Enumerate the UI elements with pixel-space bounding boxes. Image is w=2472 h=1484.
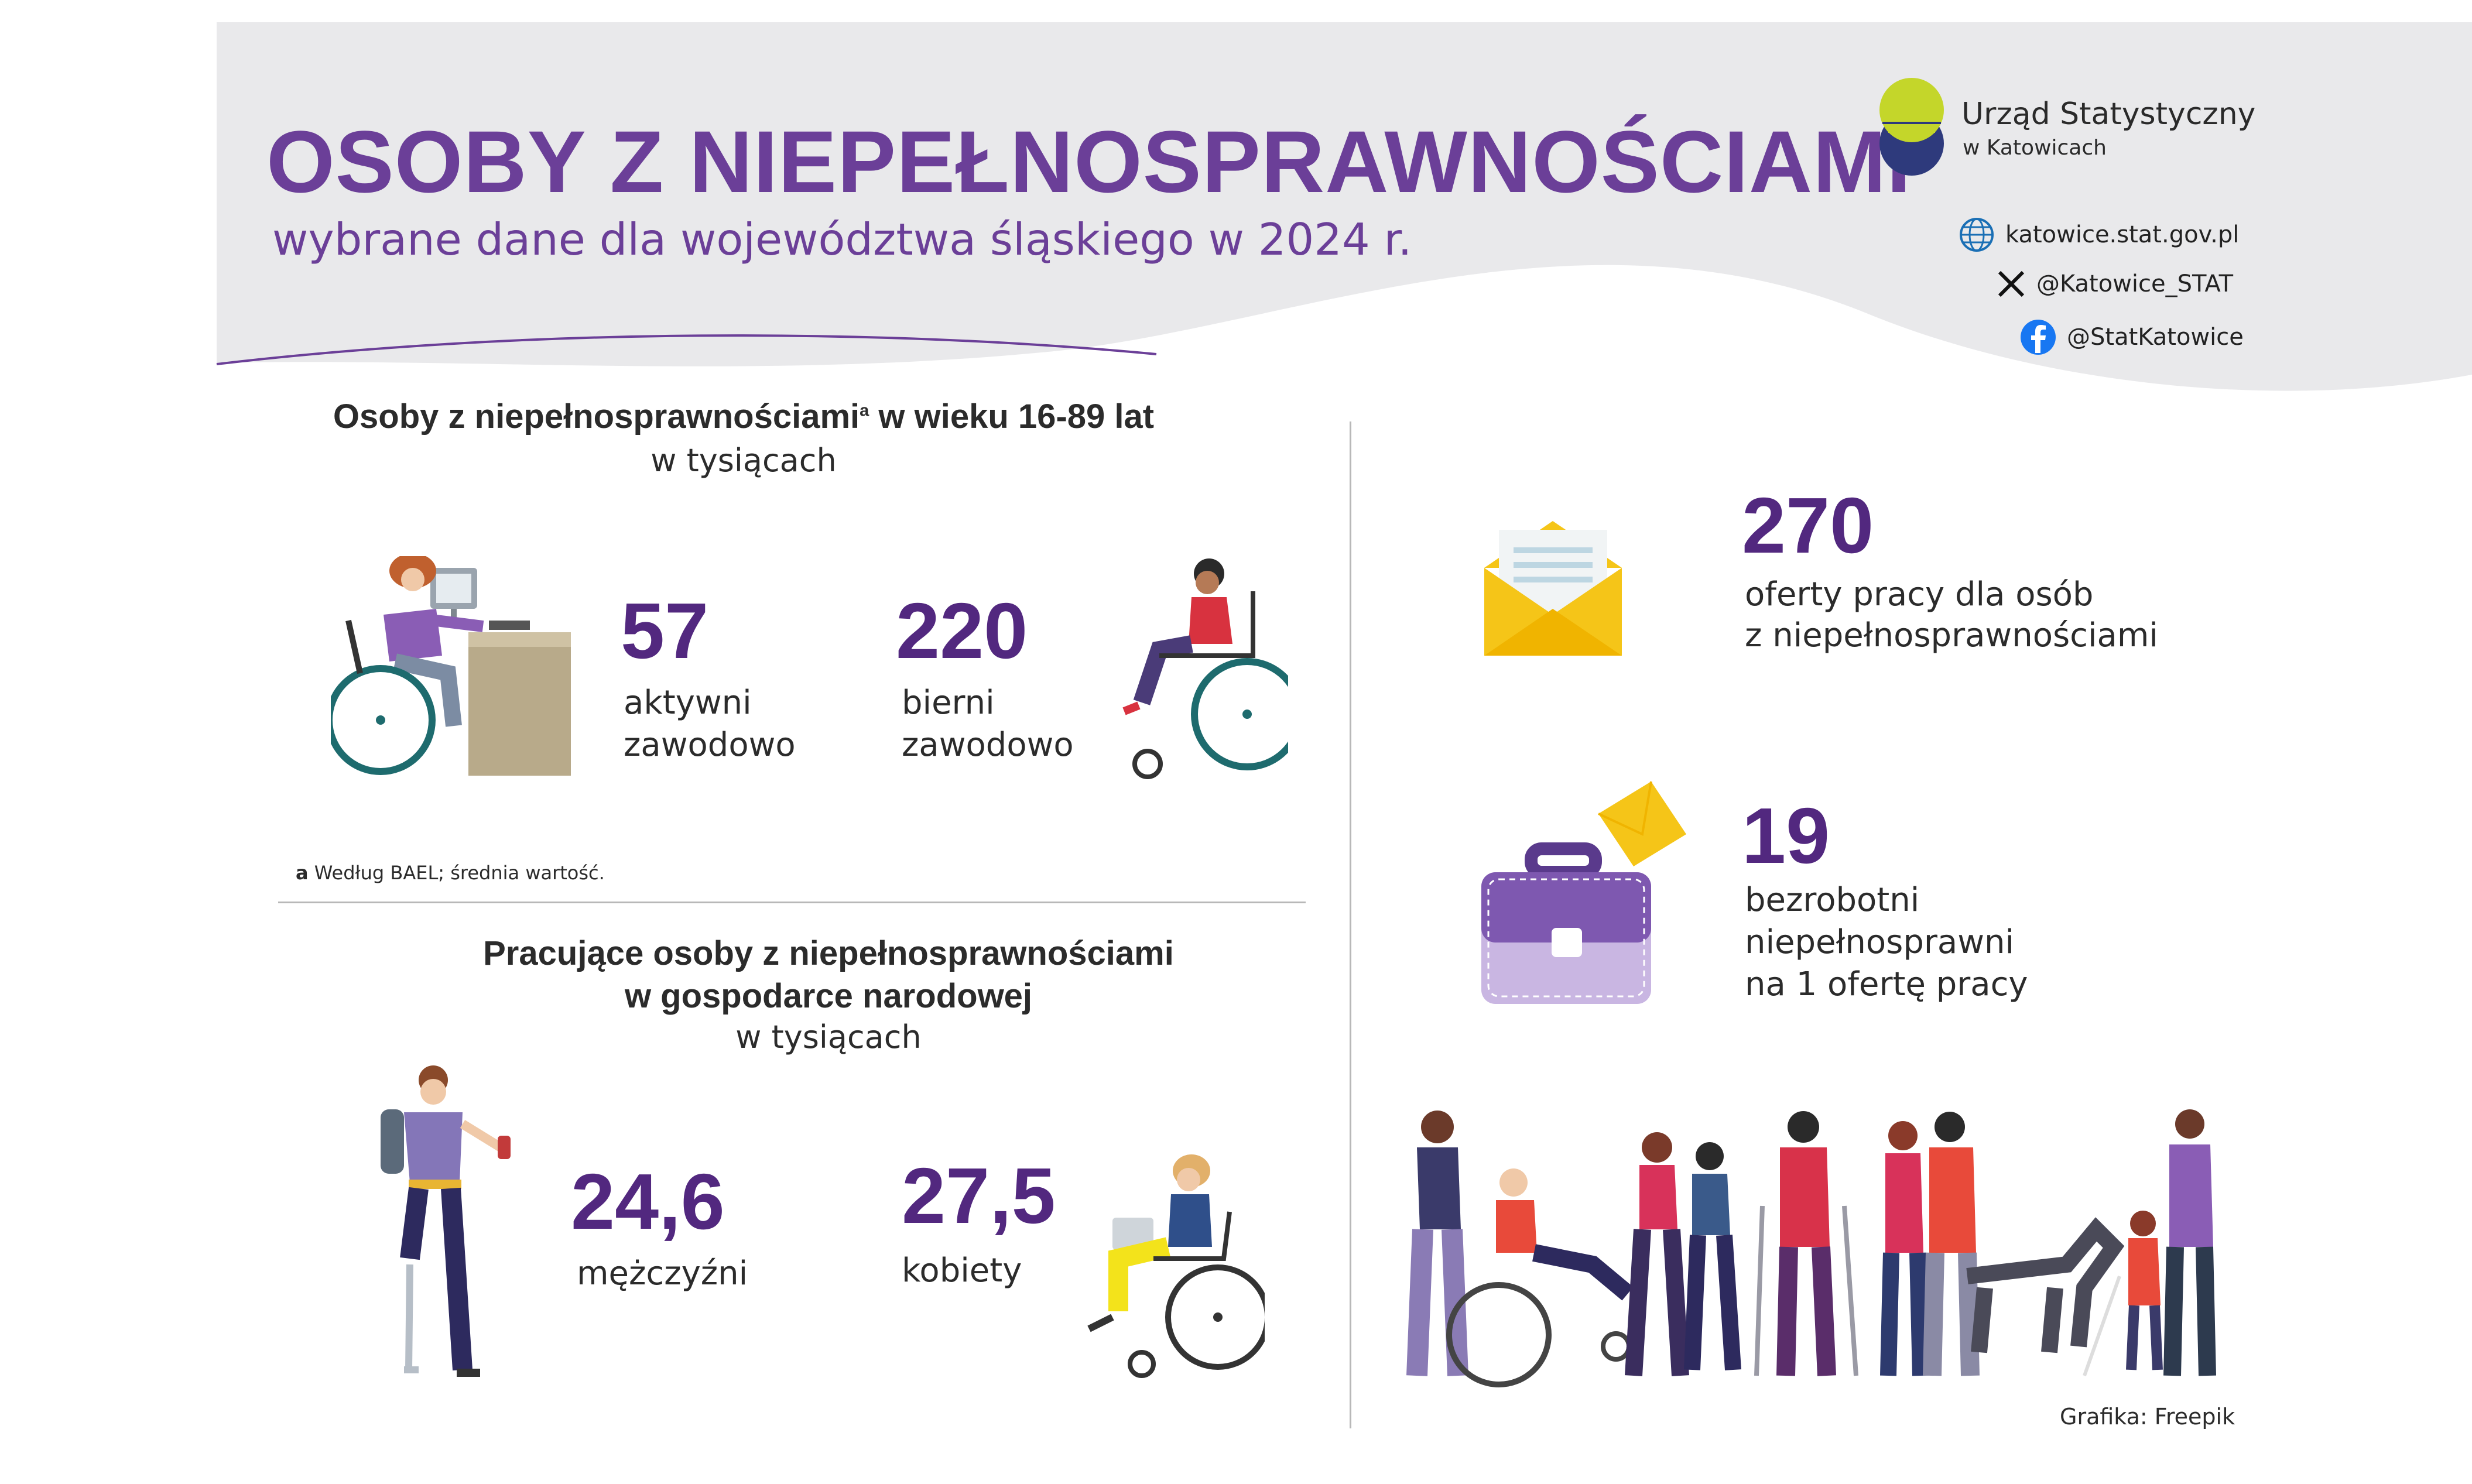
section2-heading-1: Pracujące osoby z niepełnosprawnościami bbox=[483, 934, 1174, 972]
logo-city: w Katowicach bbox=[1963, 136, 2107, 160]
section1-unit: w tysiącach bbox=[650, 442, 837, 479]
man-wheelchair-illustration bbox=[1122, 558, 1288, 779]
inactive-value: 220 bbox=[896, 587, 1028, 675]
section2-heading-2: w gospodarce narodowej bbox=[624, 977, 1033, 1015]
x-link[interactable]: @Katowice_STAT bbox=[1997, 269, 2233, 299]
men-value: 24,6 bbox=[571, 1157, 725, 1246]
facebook-handle: @StatKatowice bbox=[2067, 324, 2244, 351]
facebook-icon bbox=[2021, 320, 2056, 355]
website-text: katowice.stat.gov.pl bbox=[2005, 221, 2240, 248]
unemployed-value: 19 bbox=[1742, 791, 1830, 880]
offers-label-1: oferty pracy dla osób bbox=[1745, 575, 2094, 614]
unemployed-label-1: bezrobotni bbox=[1745, 881, 1920, 919]
women-label: kobiety bbox=[902, 1252, 1022, 1290]
woman-laptop-wheelchair-illustration bbox=[1087, 1154, 1265, 1378]
section2-unit: w tysiącach bbox=[735, 1019, 922, 1055]
active-label-2: zawodowo bbox=[624, 726, 796, 764]
woman-wheelchair-desk-illustration bbox=[331, 556, 571, 776]
briefcase-icon bbox=[1481, 781, 1686, 1004]
active-value: 57 bbox=[621, 587, 709, 675]
unemployed-label-2: niepełnosprawni bbox=[1745, 923, 2015, 961]
vertical-divider bbox=[1350, 421, 1351, 1428]
x-handle: @Katowice_STAT bbox=[2036, 270, 2234, 297]
unemployed-label-3: na 1 ofertę pracy bbox=[1745, 965, 2028, 1003]
active-label-1: aktywni bbox=[624, 684, 752, 722]
logo-icon bbox=[1879, 78, 1944, 176]
graphics-credit: Grafika: Freepik bbox=[2060, 1404, 2235, 1430]
offers-label-2: z niepełnosprawnościami bbox=[1745, 616, 2158, 654]
logo-name: Urząd Statystyczny bbox=[1961, 97, 2256, 132]
page-subtitle: wybrane dane dla województwa śląskiego w… bbox=[272, 214, 1412, 265]
envelope-icon bbox=[1484, 521, 1622, 656]
man-prosthetic-illustration bbox=[381, 1065, 511, 1377]
facebook-link[interactable]: @StatKatowice bbox=[2020, 319, 2244, 355]
people-group-illustration bbox=[1406, 1109, 2216, 1387]
section1-heading: Osoby z niepełnosprawnościamia w wieku 1… bbox=[333, 397, 1155, 436]
footnote-marker: a bbox=[860, 401, 869, 420]
horizontal-divider bbox=[278, 902, 1306, 903]
inactive-label-2: zawodowo bbox=[902, 726, 1074, 764]
page-title: OSOBY Z NIEPEŁNOSPRAWNOŚCIAMI bbox=[266, 112, 1912, 211]
footnote: a Według BAEL; średnia wartość. bbox=[296, 862, 605, 884]
globe-icon bbox=[1960, 218, 1994, 252]
men-label: mężczyźni bbox=[577, 1255, 748, 1293]
offers-value: 270 bbox=[1742, 481, 1874, 570]
women-value: 27,5 bbox=[902, 1151, 1056, 1240]
inactive-label-1: bierni bbox=[902, 684, 995, 722]
website-link[interactable]: katowice.stat.gov.pl bbox=[1959, 217, 2239, 253]
x-icon bbox=[1998, 270, 2025, 297]
